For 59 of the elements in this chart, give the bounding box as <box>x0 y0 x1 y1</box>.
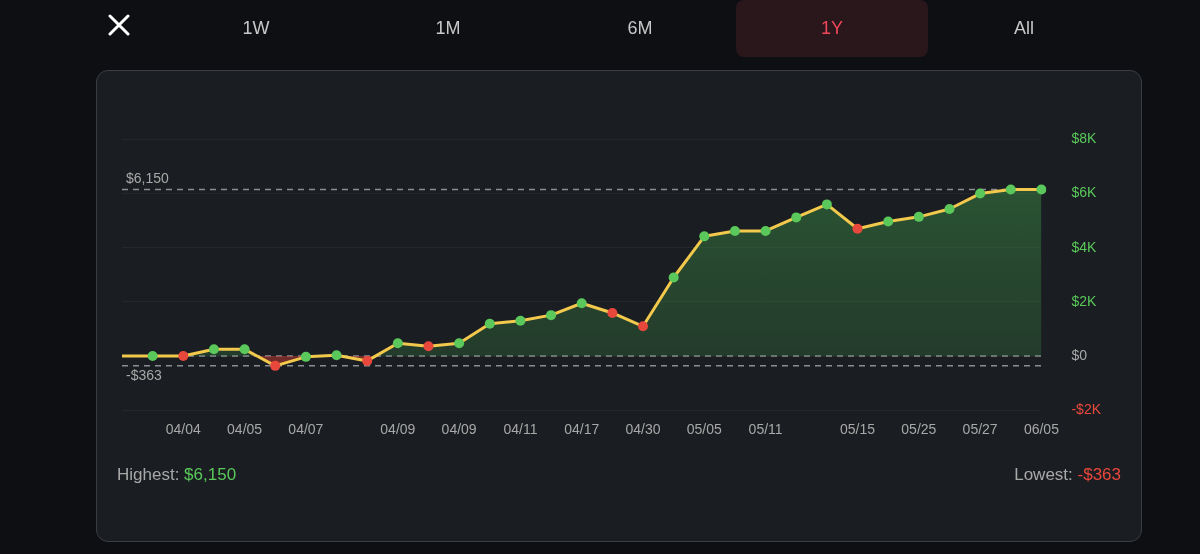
x-tick-label: 05/27 <box>962 421 998 438</box>
point <box>607 307 618 318</box>
point <box>913 211 924 222</box>
x-tick-label: 04/17 <box>564 421 600 438</box>
point <box>944 204 955 214</box>
x-tick-label: 06/05 <box>1023 421 1060 438</box>
y-tick-label: -$2K <box>1071 401 1102 418</box>
y-tick-label: $4K <box>1071 238 1097 255</box>
point <box>300 351 311 362</box>
text: 1M <box>434 17 462 40</box>
text: 1Y <box>736 0 928 57</box>
x-tick-label: 04/09 <box>380 421 416 438</box>
y-tick-label: $8K <box>1071 130 1097 147</box>
point <box>239 344 250 355</box>
x-tick-label: 05/15 <box>840 421 876 438</box>
point <box>791 212 802 223</box>
point <box>975 188 986 199</box>
point <box>423 341 434 352</box>
x-tick-label: 04/04 <box>165 421 202 438</box>
point <box>546 310 557 321</box>
point <box>729 225 740 236</box>
x-tick-label: 04/09 <box>441 421 477 438</box>
text: 1W <box>241 17 271 40</box>
point <box>852 223 863 234</box>
x-tick-label: 05/11 <box>748 421 783 438</box>
y-tick-label: $0 <box>1071 346 1088 363</box>
y-tick-label: $6K <box>1071 184 1097 201</box>
y-tick-label: $2K <box>1071 292 1097 309</box>
point <box>1005 184 1016 195</box>
point <box>147 351 158 362</box>
point <box>699 231 710 242</box>
x-tick-label: 05/25 <box>901 421 937 438</box>
ref-line-label: -$363 <box>126 366 163 383</box>
point <box>392 338 403 349</box>
ref-line-label: $6,150 <box>126 170 170 187</box>
point <box>208 344 219 355</box>
point <box>484 318 495 329</box>
point <box>270 360 281 371</box>
text: 6M <box>626 17 654 40</box>
x-tick-label: 04/11 <box>503 421 538 438</box>
point <box>331 350 342 361</box>
text: All <box>1013 17 1035 40</box>
point <box>638 321 649 332</box>
point <box>883 216 894 227</box>
x-tick-label: 04/30 <box>625 421 661 438</box>
x-tick-label: 05/05 <box>686 421 723 438</box>
point <box>454 338 465 349</box>
point <box>576 298 587 309</box>
x-tick-label: 04/05 <box>227 421 263 438</box>
point <box>821 199 832 210</box>
text: Highest: $6,150 <box>117 465 237 484</box>
point <box>515 315 526 326</box>
point <box>668 272 679 283</box>
point <box>362 355 373 366</box>
text: Lowest: -$363 <box>1014 465 1121 484</box>
x-tick-label: 04/07 <box>288 421 324 438</box>
point <box>760 225 771 236</box>
point <box>178 351 189 362</box>
point <box>1036 184 1047 195</box>
